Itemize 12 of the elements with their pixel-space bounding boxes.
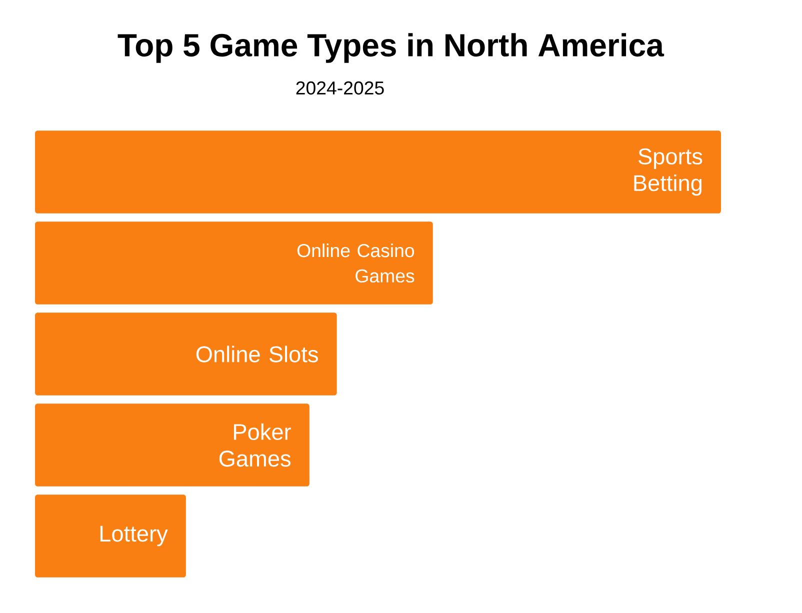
- chart-subtitle: 2024-2025: [296, 81, 384, 95]
- chart-title: Top 5 Game Types in North America: [118, 33, 664, 63]
- y-tick-label: Online Slots: [196, 346, 318, 362]
- bar: [35, 222, 433, 304]
- bar: [35, 312, 337, 396]
- bar: [35, 130, 721, 214]
- y-tick-label: Poker Games: [219, 423, 291, 467]
- y-tick-label: Sports Betting: [634, 148, 702, 196]
- y-tick-label: Online Casino Games: [297, 244, 414, 283]
- bar: [35, 494, 186, 578]
- bar: [35, 404, 310, 486]
- y-tick-label: Lottery: [100, 526, 168, 546]
